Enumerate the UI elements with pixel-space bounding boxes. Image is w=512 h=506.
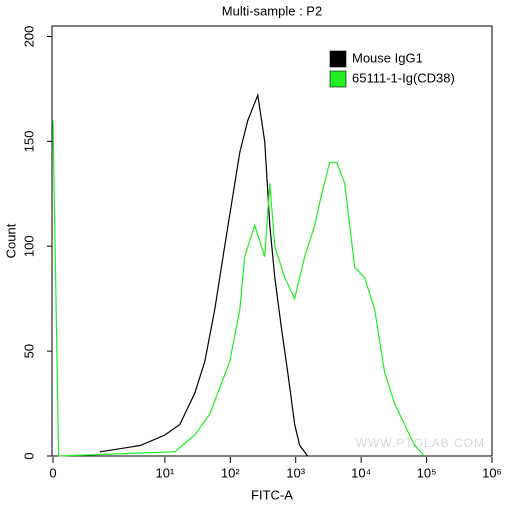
histogram-line: [99, 92, 309, 457]
x-tick-label: 10²: [221, 465, 240, 480]
y-tick-label: 0: [21, 452, 36, 459]
y-tick-label: 50: [21, 344, 36, 358]
x-tick-label: 10³: [286, 465, 305, 480]
y-tick-label: 150: [21, 131, 36, 153]
x-tick-label: 10⁶: [482, 465, 502, 480]
x-axis-label: FITC-A: [251, 487, 293, 502]
legend-label: 65111-1-Ig(CD38): [352, 70, 455, 85]
legend-label: Mouse IgG1: [352, 50, 423, 65]
x-tick-label: 10⁴: [351, 465, 371, 480]
y-axis-label: Count: [3, 223, 18, 258]
x-tick-label: 10⁵: [417, 465, 437, 480]
y-tick-label: 100: [21, 235, 36, 257]
x-tick-label: 10¹: [155, 465, 174, 480]
x-tick-label: 0: [49, 465, 56, 480]
histogram-line: [52, 120, 425, 457]
y-tick-label: 200: [21, 26, 36, 48]
plot-frame: [51, 25, 493, 457]
watermark: WWW.PTGLAB.COM: [356, 436, 485, 450]
chart-title: Multi-sample : P2: [222, 3, 322, 18]
legend-swatch: [329, 50, 347, 68]
legend-swatch: [329, 70, 347, 88]
